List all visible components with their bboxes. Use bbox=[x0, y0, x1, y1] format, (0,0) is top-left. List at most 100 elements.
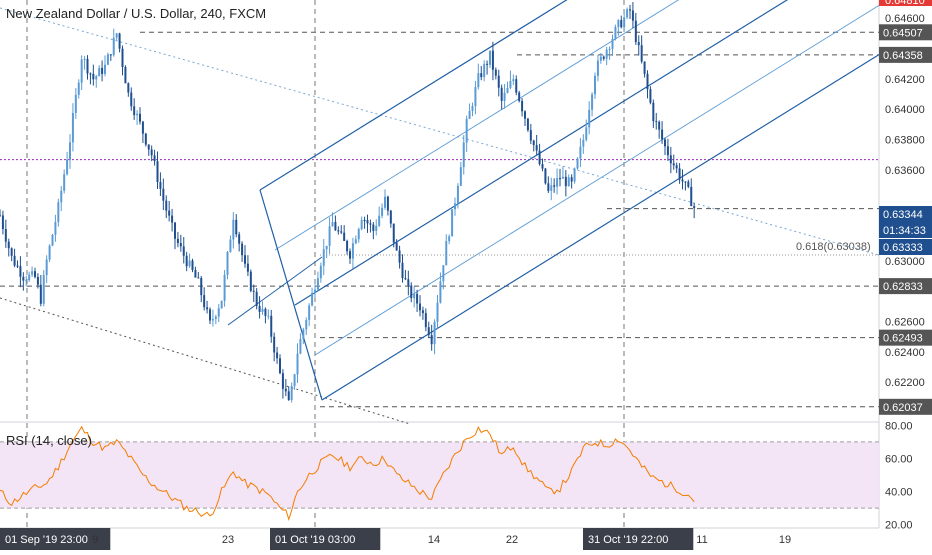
candle-body bbox=[331, 222, 334, 227]
candle-body bbox=[121, 48, 124, 67]
candle-body bbox=[672, 163, 675, 166]
candle-body bbox=[419, 303, 421, 311]
candle-body bbox=[322, 249, 325, 266]
x-tick-label: 19 bbox=[779, 534, 791, 546]
candle-body bbox=[378, 215, 381, 226]
candle-body bbox=[246, 263, 249, 272]
y-tick-label: 0.62400 bbox=[885, 347, 925, 359]
x-tick-label: 23 bbox=[222, 534, 234, 546]
candle-body bbox=[351, 243, 354, 259]
candle-body bbox=[252, 290, 255, 292]
candle-body bbox=[631, 10, 634, 21]
candle-body bbox=[550, 185, 553, 191]
candle-body bbox=[439, 281, 442, 303]
candle-body bbox=[643, 61, 646, 74]
candle-body bbox=[284, 388, 287, 392]
candle-body bbox=[118, 33, 121, 49]
candle-body bbox=[0, 215, 1, 217]
price-label-text: 0.62833 bbox=[883, 281, 923, 293]
candle-body bbox=[416, 293, 419, 304]
x-tick-label: 22 bbox=[506, 534, 518, 546]
candle-body bbox=[599, 56, 602, 61]
x-tick-label: 01 Oct '19 03:00 bbox=[275, 534, 355, 546]
candle-body bbox=[179, 243, 182, 247]
candle-body bbox=[200, 277, 203, 296]
candle-body bbox=[410, 285, 413, 299]
candle-body bbox=[101, 67, 104, 74]
candle-body bbox=[436, 302, 439, 322]
candle-body bbox=[421, 310, 424, 314]
y-tick-label: 0.64200 bbox=[885, 74, 925, 86]
candle-body bbox=[532, 140, 535, 146]
candle-body bbox=[63, 174, 66, 191]
candle-body bbox=[45, 259, 48, 276]
candle-body bbox=[159, 182, 162, 189]
price-label-tag bbox=[879, 329, 932, 346]
pitchfork-median-line bbox=[294, 0, 789, 306]
candle-body bbox=[363, 220, 366, 222]
candle-body bbox=[144, 133, 147, 145]
candle-body bbox=[629, 9, 631, 11]
candle-body bbox=[623, 17, 626, 28]
candle-body bbox=[19, 266, 22, 277]
candle-body bbox=[494, 69, 497, 76]
candle-body bbox=[448, 236, 451, 242]
x-tick-label: 31 Oct '19 22:00 bbox=[588, 534, 668, 546]
candle-body bbox=[500, 87, 503, 101]
rsi-y-tick-label: 60.00 bbox=[885, 453, 913, 465]
candle-body bbox=[489, 50, 491, 65]
candle-body bbox=[544, 168, 547, 184]
candle-body bbox=[480, 73, 483, 78]
candle-body bbox=[474, 87, 477, 107]
rsi-line bbox=[0, 425, 695, 521]
candle-body bbox=[620, 20, 623, 28]
candle-body bbox=[244, 255, 246, 264]
candle-body bbox=[241, 243, 244, 256]
candle-body bbox=[690, 186, 693, 207]
candle-body bbox=[357, 229, 360, 240]
candle-body bbox=[232, 219, 235, 240]
candle-body bbox=[168, 210, 171, 216]
candle-body bbox=[349, 251, 351, 259]
candle-body bbox=[611, 38, 614, 49]
candle-body bbox=[276, 352, 279, 359]
candle-body bbox=[617, 20, 620, 27]
candle-body bbox=[249, 271, 252, 291]
candle-body bbox=[48, 245, 51, 260]
candle-body bbox=[529, 130, 532, 141]
candle-body bbox=[556, 178, 559, 187]
candle-body bbox=[576, 158, 579, 169]
candle-body bbox=[579, 146, 582, 159]
candle-body bbox=[605, 49, 608, 59]
candle-body bbox=[596, 60, 599, 76]
candle-body bbox=[104, 64, 106, 74]
pitchfork-handle bbox=[259, 189, 323, 401]
candle-body bbox=[666, 146, 669, 156]
candle-body bbox=[206, 307, 209, 310]
candle-body bbox=[346, 240, 349, 252]
candle-body bbox=[136, 113, 139, 116]
candle-body bbox=[31, 271, 34, 275]
x-tick-label: 11 bbox=[696, 534, 707, 546]
candle-body bbox=[468, 110, 471, 119]
candle-body bbox=[646, 73, 649, 90]
candle-body bbox=[57, 202, 60, 223]
candle-body bbox=[334, 222, 337, 231]
candle-body bbox=[687, 181, 690, 187]
candle-body bbox=[340, 231, 343, 233]
rsi-y-tick-label: 80.00 bbox=[885, 420, 913, 432]
candle-body bbox=[273, 336, 276, 353]
candle-body bbox=[483, 63, 486, 78]
candle-body bbox=[518, 92, 521, 101]
candle-body bbox=[98, 67, 101, 77]
candle-body bbox=[570, 177, 573, 182]
candle-body bbox=[445, 241, 448, 266]
candle-body bbox=[197, 277, 200, 279]
candle-body bbox=[270, 315, 273, 337]
candle-body bbox=[255, 291, 258, 306]
candle-body bbox=[456, 185, 459, 204]
candle-body bbox=[66, 159, 69, 175]
candle-body bbox=[384, 196, 386, 208]
candle-body bbox=[354, 239, 357, 244]
